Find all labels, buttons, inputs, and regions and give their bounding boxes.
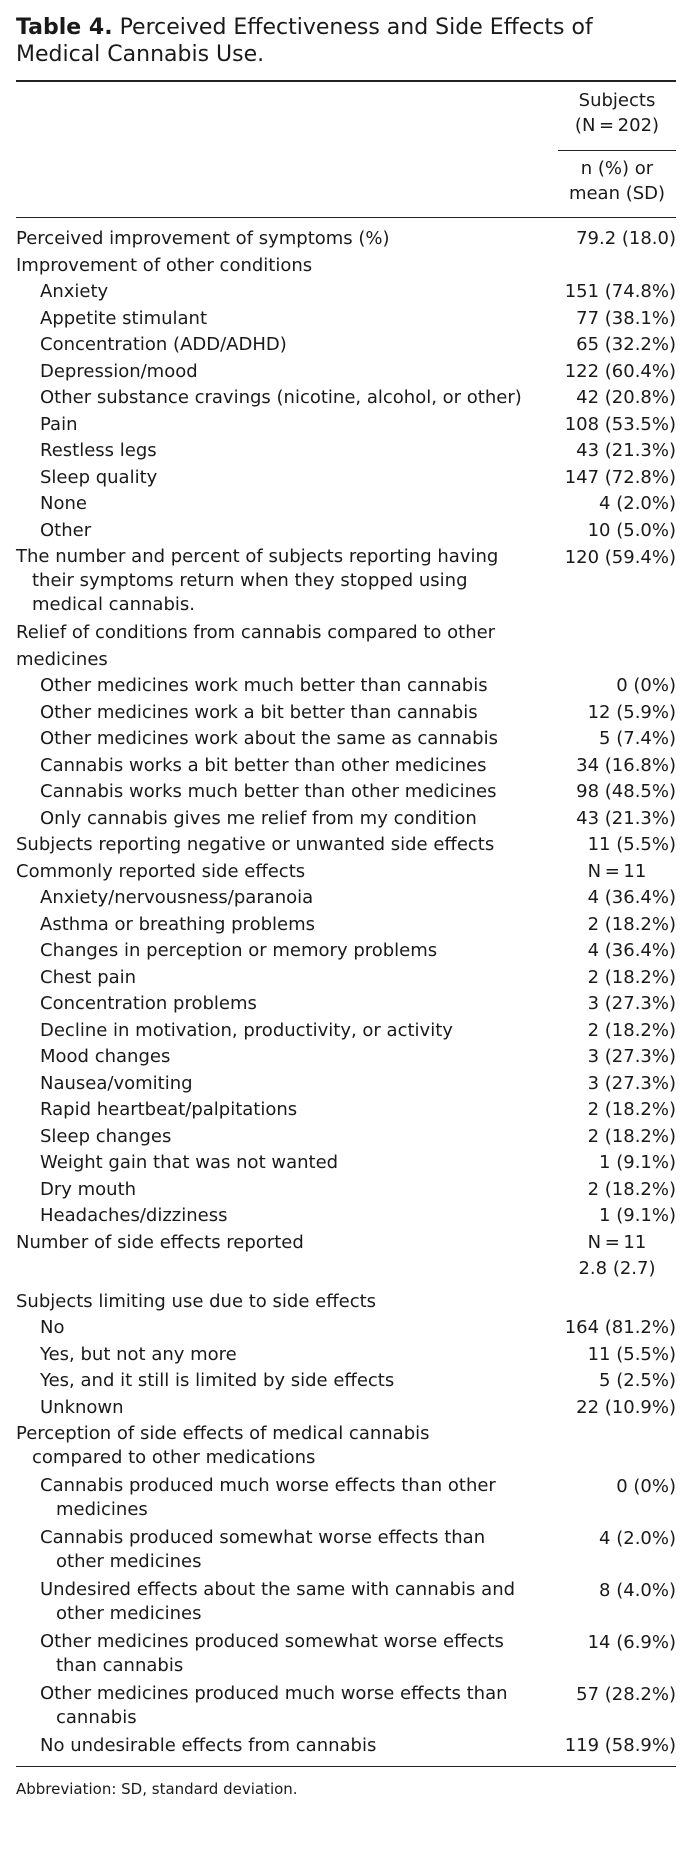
table-row: Anxiety/nervousness/paranoia 4 (36.4%) xyxy=(40,887,676,908)
column-header: Subjects (N = 202) n (%) or mean (SD) xyxy=(16,82,676,217)
table-row: Asthma or breathing problems 2 (18.2%) xyxy=(40,913,676,935)
table-row: Headaches/dizziness 1 (9.1%) xyxy=(40,1205,676,1226)
table-row: Only cannabis gives me relief from my co… xyxy=(40,807,676,829)
table-row: Concentration problems 3 (27.3%) xyxy=(40,993,676,1014)
table-number: Table 4. xyxy=(16,15,113,40)
table-row: Decline in motivation, productivity, or … xyxy=(40,1019,676,1041)
table-row: Other medicines work about the same as c… xyxy=(40,728,676,749)
table-row: Other medicines work much better than ca… xyxy=(40,675,676,696)
table-row: Cannabis works much better than other me… xyxy=(40,781,676,802)
header-bottom-rule xyxy=(16,217,676,218)
table-row: Anxiety 151 (74.8%) xyxy=(40,281,676,302)
table-row: No undesirable effects from cannabis 119 … xyxy=(40,1735,676,1756)
table-row: Dry mouth 2 (18.2%) xyxy=(40,1178,676,1200)
table-row: Chest pain 2 (18.2%) xyxy=(40,966,676,988)
table-row: Other medicines produced much worse effe… xyxy=(40,1683,676,1728)
table-row: Improvement of other conditions xyxy=(16,254,313,276)
table-row: Relief of conditions from cannabis compa… xyxy=(16,622,496,670)
table-row: The number and percent of subjects repor… xyxy=(16,546,676,615)
table-row: Undesired effects about the same with ca… xyxy=(40,1579,676,1624)
table-row: Cannabis produced much worse effects tha… xyxy=(40,1475,676,1520)
header-subrule xyxy=(558,150,676,151)
table-row: Yes, and it still is limited by side eff… xyxy=(40,1370,676,1391)
table-row: Commonly reported side effects N = 11 xyxy=(16,860,647,882)
table-row: Sleep quality 147 (72.8%) xyxy=(40,466,676,488)
column-subheader: n (%) or mean (SD) xyxy=(568,158,666,204)
table-row: Perception of side effects of medical ca… xyxy=(16,1423,430,1468)
table-row: Depression/mood 122 (60.4%) xyxy=(40,360,676,382)
table-row: Yes, but not any more 11 (5.5%) xyxy=(40,1343,676,1365)
table-row: Unknown 22 (10.9%) xyxy=(40,1396,676,1418)
table-row: Restless legs 43 (21.3%) xyxy=(40,440,676,461)
table-row: Subjects reporting negative or unwanted … xyxy=(16,834,676,855)
table-footnote: Abbreviation: SD, standard deviation. xyxy=(16,1779,298,1798)
table-body: Perceived improvement of symptoms (%) 79.… xyxy=(16,218,676,1766)
table-row: Number of side effects reported N = 11 xyxy=(16,1231,647,1253)
table-row: Concentration (ADD/ADHD) 65 (32.2%) xyxy=(40,334,676,355)
table-row: Changes in perception or memory problems… xyxy=(40,940,676,961)
table-row: None 4 (2.0%) xyxy=(40,493,676,514)
table-row: Nausea/vomiting 3 (27.3%) xyxy=(40,1072,676,1094)
table-row: Other medicines work a bit better than c… xyxy=(40,701,676,723)
table-row: Weight gain that was not wanted 1 (9.1%) xyxy=(40,1152,676,1173)
table-row: Pain 108 (53.5%) xyxy=(40,413,676,435)
table-row: Other 10 (5.0%) xyxy=(40,519,676,541)
table-row: No 164 (81.2%) xyxy=(40,1317,676,1338)
table-row: Subjects limiting use due to side effect… xyxy=(16,1290,377,1312)
table-row: Other substance cravings (nicotine, alco… xyxy=(40,387,676,408)
table-row: Other medicines produced somewhat worse … xyxy=(40,1631,676,1676)
top-rule xyxy=(16,80,676,82)
table-row: Mood changes 3 (27.3%) xyxy=(40,1046,676,1067)
bottom-rule xyxy=(16,1765,676,1767)
table-row: Cannabis works a bit better than other m… xyxy=(40,754,676,776)
table-row: Rapid heartbeat/palpitations 2 (18.2%) xyxy=(40,1099,676,1120)
column-header-subjects: Subjects (N = 202) xyxy=(574,90,660,136)
table-caption: Perceived Effectiveness and Side Effects… xyxy=(16,15,593,67)
table-row: Cannabis produced somewhat worse effects… xyxy=(40,1527,676,1572)
table-row: 2.8 (2.7) xyxy=(578,1258,656,1279)
table-row: Sleep changes 2 (18.2%) xyxy=(40,1125,676,1147)
table-title: Table 4. Perceived Effectiveness and Sid… xyxy=(16,0,676,68)
table-row: Perceived improvement of symptoms (%) 79.… xyxy=(16,228,676,249)
table-row: Appetite stimulant 77 (38.1%) xyxy=(40,307,676,329)
